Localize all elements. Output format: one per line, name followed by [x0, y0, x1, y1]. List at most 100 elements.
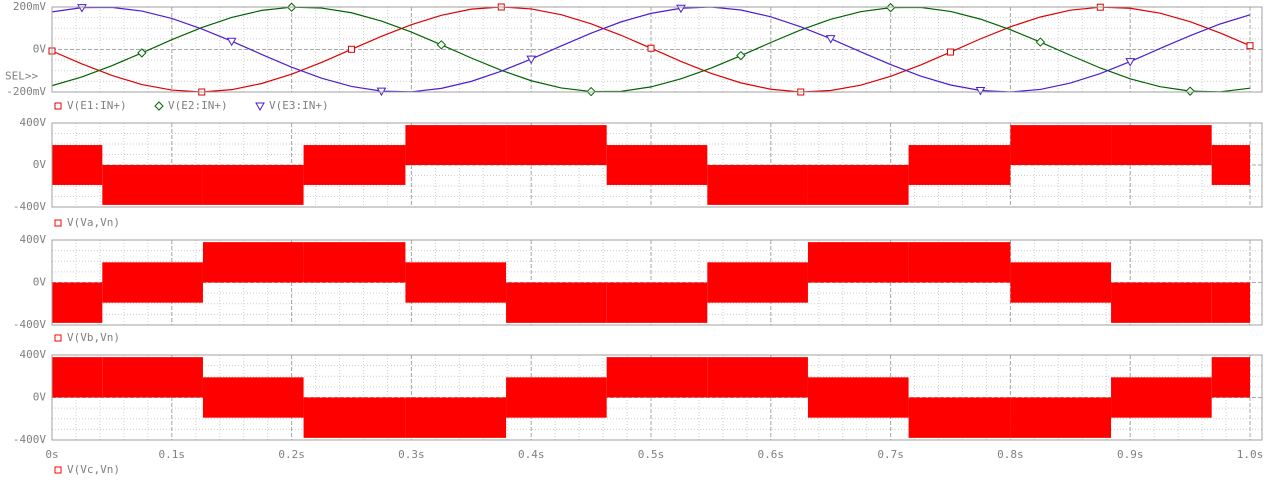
pwm-band [1211, 145, 1251, 185]
x-tick-label: 0.9s [1117, 448, 1144, 461]
legend-symbol [54, 219, 62, 227]
legend-label: V(Vc,Vn) [67, 463, 120, 476]
pwm-band [102, 262, 203, 303]
y-tick-label: 0V [33, 276, 47, 289]
legend-symbol [54, 466, 62, 474]
pwm-band [1111, 282, 1212, 323]
x-tick-label: 0.3s [398, 448, 425, 461]
pwm-band [102, 357, 203, 398]
plot-frame [51, 354, 1263, 441]
x-tick-label: 0.1s [159, 448, 186, 461]
y-tick-label: -400V [13, 433, 46, 446]
pwm-band [908, 242, 1011, 283]
marker-square [647, 44, 655, 52]
plot-frame [51, 6, 1263, 93]
legend-label: V(E3:IN+) [269, 99, 329, 112]
marker-diamond [736, 50, 746, 61]
marker-diamond [137, 48, 147, 58]
pwm-band [606, 282, 708, 323]
y-tick-label: -400V [13, 318, 46, 331]
pwm-band [908, 397, 1011, 438]
marker-triangle [1125, 58, 1136, 67]
marker-triangle [975, 87, 986, 96]
marker-diamond [885, 2, 896, 13]
marker-square [1246, 42, 1254, 50]
pwm-band [606, 357, 708, 398]
series-line [52, 7, 1251, 92]
y-tick-label: 0V [33, 43, 47, 56]
x-tick-label: 0.5s [638, 448, 665, 461]
legend-label: V(E2:IN+) [168, 99, 228, 112]
pwm-band [405, 125, 507, 165]
pwm-band [303, 397, 406, 438]
x-tick-label: 0.4s [518, 448, 545, 461]
legend-label: V(Va,Vn) [67, 216, 120, 229]
pwm-band [1010, 397, 1112, 438]
marker-triangle [226, 37, 237, 47]
pwm-band [202, 165, 304, 205]
y-tick-label: 0V [33, 391, 47, 404]
y-tick-label: 0V [33, 158, 47, 171]
plot-area [52, 242, 1251, 323]
pwm-band [52, 282, 103, 323]
pwm-band [102, 165, 203, 205]
pwm-band [1010, 125, 1112, 165]
pwm-band [506, 377, 607, 418]
pwm-band [707, 262, 808, 303]
plot-frame [51, 239, 1263, 326]
pwm-band [506, 282, 607, 323]
pwm-band [405, 262, 507, 303]
marker-diamond [1035, 37, 1046, 47]
x-tick-label: 0.7s [877, 448, 904, 461]
series-line [52, 7, 1251, 92]
pwm-band [807, 165, 909, 205]
marker-diamond [1185, 86, 1195, 96]
y-tick-label: 200mV [13, 0, 46, 13]
marker-triangle [77, 4, 87, 13]
marker-triangle [825, 35, 836, 44]
legend-label: V(E1:IN+) [67, 99, 127, 112]
pwm-band [606, 145, 708, 185]
pwm-band [1211, 282, 1251, 323]
legend-symbol [54, 102, 62, 110]
pwm-band [506, 125, 607, 165]
y-tick-label: 400V [20, 116, 47, 129]
marker-square [947, 48, 955, 56]
x-tick-label: 0.8s [997, 448, 1024, 461]
pwm-band [707, 165, 808, 205]
marker-triangle [526, 55, 537, 65]
y-tick-label: 400V [20, 348, 47, 361]
plot-area [52, 357, 1251, 438]
plot-area [52, 125, 1251, 205]
pwm-band [1111, 377, 1212, 418]
legend-symbol [54, 334, 62, 342]
marker-diamond [436, 40, 447, 50]
pwm-band [52, 145, 103, 185]
legend-symbol [255, 102, 265, 112]
pwm-band [303, 145, 406, 185]
pwm-band [1010, 262, 1112, 303]
x-tick-label: 0.2s [278, 448, 305, 461]
y-tick-label: 400V [20, 233, 47, 246]
pwm-band [1111, 125, 1212, 165]
pwm-band [52, 357, 103, 398]
x-tick-label: 0s [45, 448, 58, 461]
pwm-band [303, 242, 406, 283]
selector-label: SEL>> [5, 70, 38, 83]
x-tick-label: 0.6s [758, 448, 785, 461]
legend-label: V(Vb,Vn) [67, 331, 120, 344]
y-tick-label: -200mV [6, 85, 46, 98]
x-tick-label: 1.0s [1237, 448, 1264, 461]
y-tick-label: -400V [13, 200, 46, 213]
pwm-band [807, 377, 909, 418]
pwm-band [1211, 357, 1251, 398]
pwm-band [405, 397, 507, 438]
pwm-band [202, 242, 304, 283]
marker-square [348, 45, 356, 53]
plot-frame [51, 122, 1263, 208]
pwm-band [908, 145, 1011, 185]
pwm-band [202, 377, 304, 418]
pwm-band [707, 357, 808, 398]
